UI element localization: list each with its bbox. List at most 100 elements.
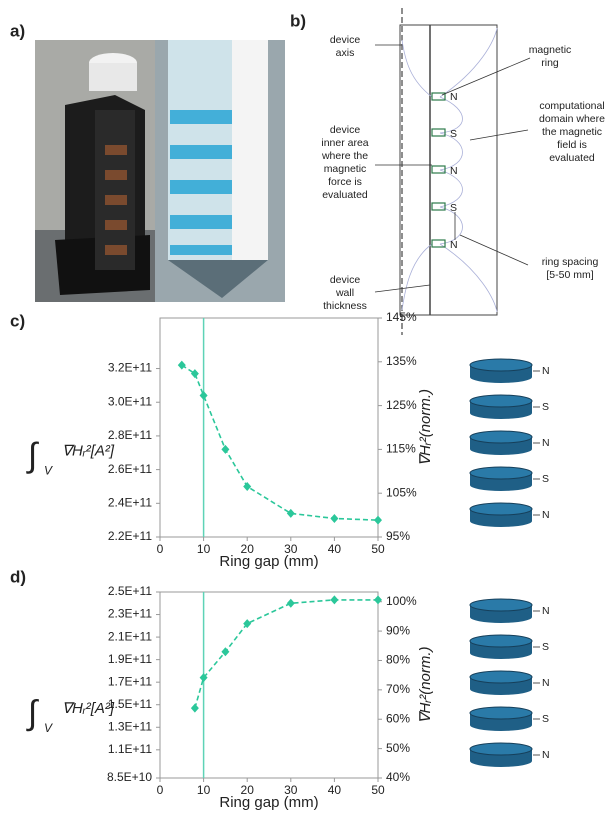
diagram-label: axis — [336, 47, 355, 59]
diagram-label: [5-50 mm] — [546, 269, 593, 281]
photo — [35, 40, 285, 302]
diagram-label: domain where — [539, 113, 605, 125]
y2-tick-label: 95% — [386, 529, 410, 543]
pole-label: S — [450, 128, 457, 140]
data-point — [286, 508, 295, 518]
y2-tick-label: 105% — [386, 485, 417, 499]
panel-label: d) — [10, 567, 26, 586]
data-point — [330, 513, 339, 523]
data-point — [177, 360, 186, 370]
diagram-label: evaluated — [322, 189, 368, 201]
data-point — [221, 647, 230, 657]
y-tick-label: 2.8E+11 — [108, 428, 152, 442]
y-tick-label: 1.3E+11 — [108, 719, 152, 733]
y-tick-label: 2.4E+11 — [108, 495, 152, 509]
y-tick-label: 2.2E+11 — [108, 529, 152, 543]
x-tick-label: 50 — [371, 542, 385, 556]
y-tick-label: 3.2E+11 — [108, 361, 152, 375]
data-point — [286, 598, 295, 608]
y2-tick-label: 70% — [386, 682, 410, 696]
ring-bottom — [470, 755, 532, 767]
x-tick-label: 10 — [197, 542, 211, 556]
y-axis-label: ∇Hᵣ²[A²] — [62, 442, 115, 459]
diagram — [374, 8, 531, 335]
pole-label: S — [450, 202, 457, 214]
ring-top — [469, 742, 533, 756]
y-tick-label: 2.5E+11 — [108, 584, 152, 598]
y-tick-label: 3.0E+11 — [108, 394, 152, 408]
ring-bottom — [470, 407, 532, 419]
diagram-label: magnetic — [529, 44, 572, 56]
y-axis-label: ∫ — [26, 694, 39, 732]
y2-axis-label: ∇Hᵣ²(norm.) — [417, 646, 434, 723]
ring-bottom — [470, 371, 532, 383]
y2-axis-label: ∇Hᵣ²(norm.) — [417, 389, 434, 466]
panel-label: c) — [10, 311, 25, 330]
ring-top — [469, 598, 533, 612]
pole-label: N — [542, 749, 550, 761]
diagram-label: computational — [539, 100, 604, 112]
y2-tick-label: 115% — [386, 442, 416, 456]
pole-label: S — [542, 641, 549, 653]
data-point — [190, 703, 199, 713]
y2-tick-label: 125% — [386, 398, 417, 412]
pole-label: N — [450, 91, 458, 103]
pole-label: N — [450, 239, 458, 251]
data-point — [199, 390, 208, 400]
pole-label: N — [542, 605, 550, 617]
y-tick-label: 8.5E+10 — [107, 770, 152, 784]
ring-top — [469, 670, 533, 684]
panel-label: b) — [290, 11, 306, 30]
diagram-label: device — [330, 124, 361, 136]
diagram-label: evaluated — [549, 152, 595, 164]
y-tick-label: 2.1E+11 — [108, 629, 152, 643]
ring-bottom — [470, 611, 532, 623]
data-point — [199, 673, 208, 683]
y-tick-label: 1.7E+11 — [108, 674, 152, 688]
diagram-label: force is — [328, 176, 362, 188]
diagram-label: ring spacing — [542, 256, 599, 268]
diagram-label: magnetic — [324, 163, 367, 175]
ring-bottom — [470, 683, 532, 695]
data-line — [194, 599, 378, 709]
ring-top — [469, 466, 533, 480]
diagram-label: field is — [557, 139, 587, 151]
y2-tick-label: 50% — [386, 741, 410, 755]
x-axis-label: Ring gap (mm) — [219, 553, 318, 570]
ring-bottom — [470, 515, 532, 527]
y2-tick-label: 145% — [386, 310, 417, 324]
pole-label: N — [542, 509, 550, 521]
y-axis-label: ∇Hᵣ²[A²] — [62, 700, 115, 717]
x-axis-label: Ring gap (mm) — [219, 794, 318, 811]
diagram-label: inner area — [321, 137, 368, 149]
x-tick-label: 50 — [371, 783, 385, 797]
y2-tick-label: 80% — [386, 653, 410, 667]
y-tick-label: 2.3E+11 — [108, 607, 152, 621]
y2-tick-label: 100% — [386, 594, 417, 608]
x-tick-label: 10 — [197, 783, 211, 797]
diagram-label: the magnetic — [542, 126, 602, 138]
panel-label: a) — [10, 21, 25, 40]
x-tick-label: 20 — [241, 542, 255, 556]
ring-bottom — [470, 647, 532, 659]
pole-label: N — [450, 165, 458, 177]
diagram-label: where the — [321, 150, 368, 162]
y-tick-label: 2.6E+11 — [108, 462, 152, 476]
data-point — [221, 444, 230, 454]
data-line — [181, 364, 379, 521]
data-point — [190, 369, 199, 379]
ring-top — [469, 430, 533, 444]
pole-label: N — [542, 437, 550, 449]
ring-bottom — [470, 719, 532, 731]
ring-top — [469, 634, 533, 648]
data-point — [374, 515, 382, 525]
y-axis-label: V — [44, 464, 53, 478]
x-tick-label: 0 — [157, 542, 164, 556]
x-tick-label: 40 — [328, 542, 342, 556]
diagram-label: wall — [335, 287, 354, 299]
data-point — [243, 481, 252, 491]
plot-frame — [159, 591, 379, 779]
diagram-label: ring — [541, 57, 559, 69]
ring-top — [469, 502, 533, 516]
